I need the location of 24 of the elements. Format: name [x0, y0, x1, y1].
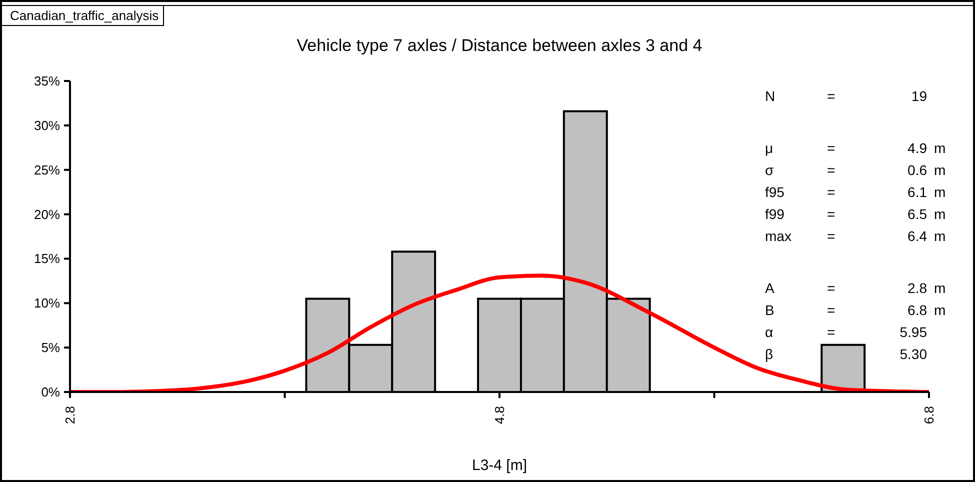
text: μ = 4.9 m: [765, 140, 946, 156]
y-tick-label: 35%: [34, 74, 60, 88]
text: f99 = 6.5 m: [765, 206, 946, 222]
y-tick-label: 0%: [41, 384, 60, 400]
text: A = 2.8 m: [765, 280, 946, 296]
text: α = 5.95: [765, 324, 927, 340]
y-tick-label: 30%: [34, 118, 60, 133]
text: max = 6.4 m: [765, 228, 946, 244]
text: Canadian_traffic_analysis: [0, 6, 164, 26]
x-tick-label: 2.8: [62, 406, 78, 424]
y-tick-label: 5%: [41, 340, 60, 356]
chart-title: Vehicle type 7 axles / Distance between axles 3 and 4: [296, 36, 704, 56]
text: B = 6.8 m: [765, 302, 946, 318]
text: N = 19: [765, 88, 927, 104]
y-tick-label: 25%: [34, 162, 60, 178]
y-tick-label: 10%: [34, 296, 60, 311]
x-tick-label: 6.8: [922, 406, 936, 424]
y-tick-label: 15%: [34, 251, 60, 266]
x-axis-title: L3-4 [m]: [470, 457, 528, 474]
text: σ = 0.6 m: [765, 162, 946, 178]
text: β 5.30: [765, 346, 927, 362]
y-tick-label: 20%: [34, 206, 60, 222]
text: f95 = 6.1 m: [765, 184, 946, 200]
x-tick-label: 4.8: [492, 406, 507, 424]
